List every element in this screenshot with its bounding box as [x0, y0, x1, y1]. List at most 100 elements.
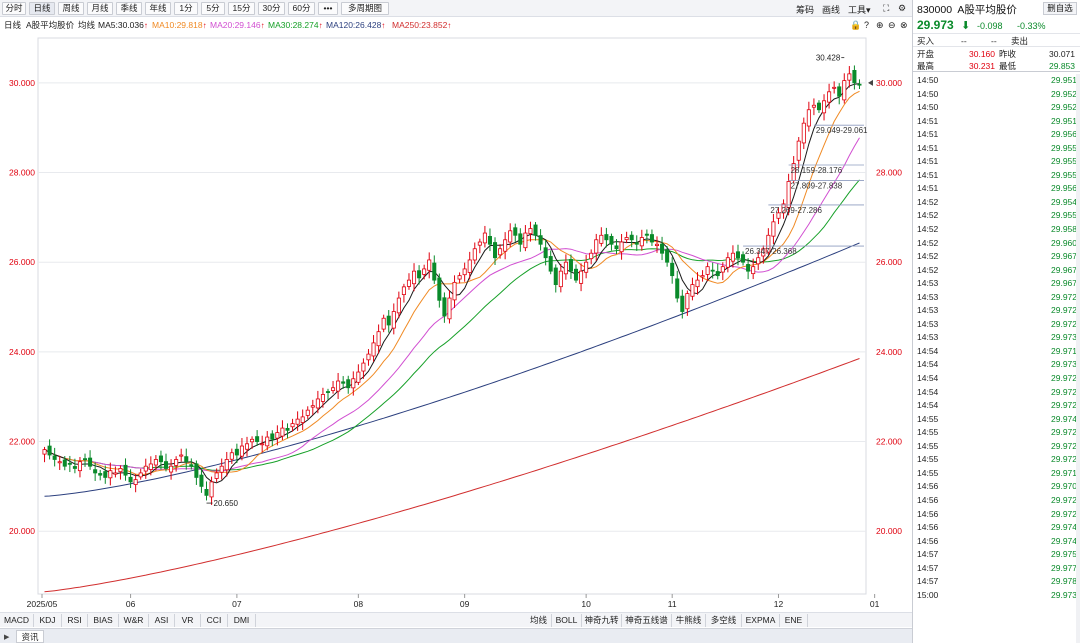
overlay-tab-expma[interactable]: EXPMA — [742, 614, 780, 627]
tick-row: 14:57 29.977 — [913, 562, 1080, 576]
tick-row: 14:57 29.975 — [913, 548, 1080, 562]
low-value: 29.853 — [1049, 61, 1075, 71]
period-15min-button[interactable]: 15分 — [228, 2, 255, 15]
period-weekly-button[interactable]: 周线 — [58, 2, 84, 15]
overlay-tab-ma[interactable]: 均线 — [526, 614, 552, 627]
candle-up — [305, 409, 310, 416]
candle-down — [680, 295, 685, 312]
tick-price: 29.974 — [1051, 535, 1077, 546]
remove-watchlist-button[interactable]: 删自选 — [1043, 2, 1077, 15]
candle-up — [695, 279, 700, 288]
candle-up — [108, 470, 113, 479]
x-tick-label: 2025/05 — [27, 599, 58, 609]
zoom-in-icon[interactable]: ⊕ — [876, 20, 884, 30]
tick-row: 14:56 29.972 — [913, 508, 1080, 522]
candle-up — [77, 461, 82, 472]
chart-axes: 30.000 30.000 28.000 28.000 26.000 26.000 24.0… — [9, 78, 902, 609]
candle-up — [113, 472, 118, 475]
candle-up — [179, 454, 184, 457]
tick-price: 29.952 — [1051, 102, 1077, 113]
chips-button[interactable]: 筹码 — [796, 5, 815, 15]
period-60min-button[interactable]: 60分 — [288, 2, 315, 15]
tick-price: 29.972 — [1051, 318, 1077, 329]
overlay-tab-five-lines[interactable]: 神奇五线谱 — [622, 614, 672, 627]
tick-time: 14:54 — [917, 359, 939, 370]
overlay-tab-boll[interactable]: BOLL — [552, 614, 582, 627]
indicator-tab-vr[interactable]: VR — [175, 614, 201, 627]
period-1min-button[interactable]: 1分 — [174, 2, 198, 15]
more-periods-button[interactable]: ••• — [318, 2, 338, 15]
candle-up — [599, 234, 604, 244]
help-icon[interactable]: ? — [864, 20, 870, 30]
candle-up — [594, 239, 599, 254]
candle-up — [300, 416, 305, 423]
candle-down — [72, 466, 77, 469]
period-daily-button[interactable]: 日线 — [29, 2, 55, 15]
ma120-label: MA120:26.428↑ — [326, 20, 386, 30]
tick-row: 14:53 29.972 — [913, 304, 1080, 318]
price-change-pct: -0.33% — [1017, 21, 1046, 31]
period-5min-button[interactable]: 5分 — [201, 2, 225, 15]
draw-line-button[interactable]: 画线 — [822, 5, 841, 15]
tick-row: 14:55 29.972 — [913, 453, 1080, 467]
zoom-out-icon[interactable]: ⊖ — [888, 20, 896, 30]
indicator-tab-bias[interactable]: BIAS — [88, 614, 119, 627]
buy-value: -- — [961, 36, 967, 46]
range-label: 27.809-27.838 — [791, 182, 843, 191]
tick-list-scrollbar[interactable] — [1076, 74, 1080, 643]
period-30min-button[interactable]: 30分 — [258, 2, 285, 15]
indicator-tab-wr[interactable]: W&R — [119, 614, 149, 627]
overlay-tab-long-short[interactable]: 多空线 — [706, 614, 742, 627]
candle-up — [776, 212, 781, 219]
tick-row: 14:56 29.970 — [913, 480, 1080, 494]
candle-down — [548, 256, 553, 272]
candle-up — [624, 237, 629, 241]
lock-icon[interactable]: 🔒 — [850, 20, 862, 30]
candle-down — [675, 278, 680, 299]
period-yearly-button[interactable]: 年线 — [145, 2, 171, 15]
ma120-path — [44, 242, 860, 497]
candle-down — [735, 251, 741, 259]
tick-time: 14:52 — [917, 251, 939, 262]
indicator-tab-asi[interactable]: ASI — [149, 614, 175, 627]
candlestick-chart[interactable]: 30.428 20.650 29.049-29.061 28.159-28.176 27… — [0, 32, 912, 610]
indicator-tab-kdj[interactable]: KDJ — [34, 614, 62, 627]
tick-row: 14:53 29.972 — [913, 291, 1080, 305]
ma20-path — [44, 137, 860, 472]
candle-up — [336, 380, 341, 392]
period-monthly-button[interactable]: 月线 — [87, 2, 113, 15]
overlay-tab-bull-bear[interactable]: 牛熊线 — [672, 614, 706, 627]
expand-triangle-icon[interactable]: ▶ — [4, 634, 10, 641]
candle-up — [280, 427, 285, 437]
tick-price: 29.952 — [1051, 88, 1077, 99]
candle-up — [406, 279, 411, 287]
ma250-label: MA250:23.852↑ — [392, 20, 452, 30]
fullscreen-icon[interactable]: ⛶ — [883, 3, 890, 13]
overlay-tab-td9[interactable]: 神奇九转 — [582, 614, 622, 627]
indicator-tab-macd[interactable]: MACD — [0, 614, 34, 627]
candle-down — [285, 427, 290, 431]
overlay-tab-ene[interactable]: ENE — [780, 614, 808, 627]
tools-menu-button[interactable]: 工具▾ — [848, 5, 871, 15]
period-quarterly-button[interactable]: 季线 — [116, 2, 142, 15]
candle-up — [214, 472, 219, 479]
tick-time: 14:56 — [917, 508, 939, 519]
indicator-tab-rsi[interactable]: RSI — [62, 614, 88, 627]
ma30-path — [44, 179, 860, 471]
tick-time: 14:51 — [917, 129, 939, 140]
candle-down — [184, 456, 189, 463]
settings-icon[interactable]: ⚙ — [898, 3, 907, 13]
news-tab[interactable]: 资讯 — [16, 630, 44, 643]
indicator-tab-cci[interactable]: CCI — [201, 614, 228, 627]
candle-up — [498, 248, 503, 256]
close-icon[interactable]: ⊗ — [900, 20, 908, 30]
candle-down — [128, 476, 133, 483]
tick-price: 29.967 — [1051, 264, 1077, 275]
x-tick-label: 07 — [232, 599, 242, 609]
tick-price: 29.951 — [1051, 115, 1077, 126]
multi-period-button[interactable]: 多周期图 — [341, 2, 389, 15]
indicator-tab-dmi[interactable]: DMI — [228, 614, 256, 627]
tick-list[interactable]: 14:50 29.951 14:50 29.952 14:50 29.952 14:51 29… — [913, 74, 1080, 602]
x-tick-label: 10 — [581, 599, 591, 609]
period-intraday-button[interactable]: 分时 — [2, 2, 26, 15]
